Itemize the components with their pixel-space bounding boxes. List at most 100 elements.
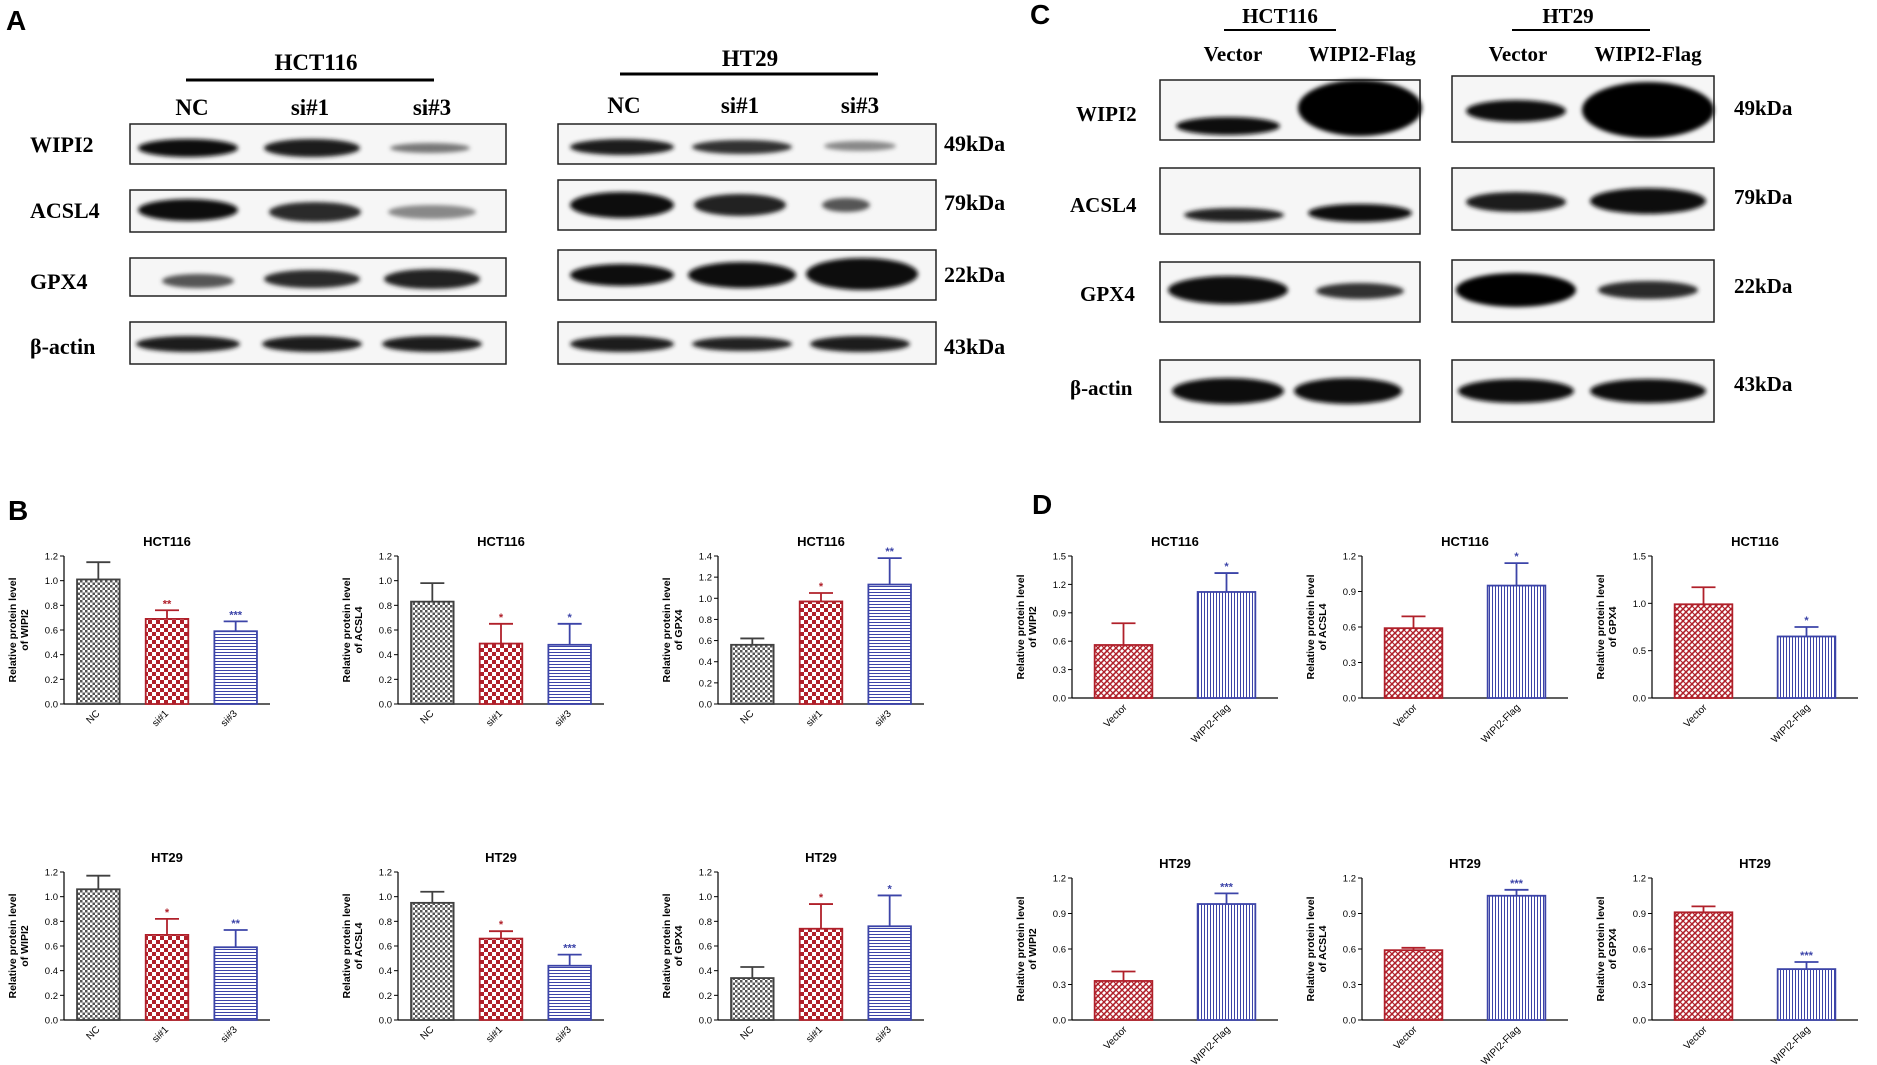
x-tick-label: si#1 bbox=[150, 1024, 171, 1045]
y-axis-label: Relative protein levelof WIPI2 bbox=[1015, 896, 1039, 1001]
y-tick-label: 0.2 bbox=[699, 678, 712, 689]
y-tick-label: 0.5 bbox=[1633, 646, 1646, 657]
bar-chart: HCT116 Relative protein levelof GPX4 0.0 0.… bbox=[1595, 534, 1858, 745]
y-axis-label: Relative protein levelof ACSL4 bbox=[341, 577, 365, 682]
bar-chart: HT29 Relative protein levelof WIPI2 0.0 0.3… bbox=[1015, 856, 1278, 1065]
significance-label: * bbox=[1224, 561, 1229, 573]
bar-chart: HCT116 Relative protein levelof WIPI2 0.0 0… bbox=[1015, 534, 1278, 745]
x-tick-label: Vector bbox=[1102, 702, 1130, 730]
x-tick-label: WIPI2-Flag bbox=[1769, 1024, 1812, 1065]
bar-chart: HT29 Relative protein levelof ACSL4 0.0 0.2… bbox=[341, 850, 604, 1045]
y-tick-label: 0.8 bbox=[699, 615, 712, 626]
bar bbox=[213, 946, 258, 1021]
y-tick-label: 0.2 bbox=[45, 991, 58, 1002]
bar bbox=[410, 901, 455, 1021]
y-tick-label: 1.2 bbox=[45, 552, 58, 563]
y-tick-label: 0.4 bbox=[379, 650, 392, 661]
y-tick-label: 0.6 bbox=[699, 942, 712, 953]
x-tick-label: NC bbox=[84, 1024, 102, 1042]
blot-a-protein-label: GPX4 bbox=[30, 269, 87, 294]
panel-letter-d: D bbox=[1032, 489, 1052, 520]
y-tick-label: 0.2 bbox=[379, 675, 392, 686]
y-tick-label: 0.4 bbox=[379, 966, 392, 977]
significance-label: * bbox=[499, 919, 504, 931]
y-tick-label: 1.4 bbox=[699, 552, 712, 563]
significance-label: *** bbox=[1800, 950, 1814, 962]
significance-label: ** bbox=[231, 918, 240, 930]
y-tick-label: 0.0 bbox=[699, 1016, 712, 1027]
x-tick-label: Vector bbox=[1102, 1024, 1130, 1052]
bar bbox=[1673, 911, 1734, 1021]
bar bbox=[730, 643, 775, 705]
y-tick-label: 0.6 bbox=[45, 942, 58, 953]
chart-title: HCT116 bbox=[143, 534, 191, 549]
blot-a-lane-label: NC bbox=[607, 93, 640, 118]
y-tick-label: 0.4 bbox=[45, 650, 58, 661]
y-tick-label: 0.0 bbox=[379, 1016, 392, 1027]
y-tick-label: 0.6 bbox=[379, 626, 392, 637]
bar bbox=[410, 600, 455, 705]
chart-title: HCT116 bbox=[1151, 534, 1199, 549]
bar bbox=[798, 600, 844, 705]
x-tick-label: WIPI2-Flag bbox=[1189, 702, 1232, 745]
y-axis-label: Relative protein levelof GPX4 bbox=[661, 577, 685, 682]
y-tick-label: 0.3 bbox=[1053, 980, 1066, 991]
y-tick-label: 0.3 bbox=[1633, 980, 1646, 991]
y-tick-label: 1.0 bbox=[45, 576, 58, 587]
y-tick-label: 0.6 bbox=[1053, 945, 1066, 956]
y-tick-label: 1.0 bbox=[379, 892, 392, 903]
x-tick-label: si#1 bbox=[804, 1024, 825, 1045]
y-tick-label: 0.9 bbox=[1633, 909, 1646, 920]
x-tick-label: si#3 bbox=[873, 708, 894, 729]
x-tick-label: Vector bbox=[1682, 1024, 1710, 1052]
bar-chart: HCT116 Relative protein levelof ACSL4 0.0 0… bbox=[1305, 534, 1568, 745]
blot-a-lane-label: si#3 bbox=[841, 93, 879, 118]
y-tick-label: 0.8 bbox=[45, 601, 58, 612]
y-tick-label: 1.2 bbox=[699, 573, 712, 584]
x-tick-label: Vector bbox=[1392, 1024, 1420, 1052]
y-tick-label: 0.2 bbox=[379, 991, 392, 1002]
x-tick-label: si#3 bbox=[873, 1024, 894, 1045]
x-tick-label: WIPI2-Flag bbox=[1769, 702, 1812, 745]
panel-letter-c: C bbox=[1030, 0, 1050, 30]
bar bbox=[547, 643, 592, 705]
significance-label: * bbox=[499, 612, 504, 624]
x-tick-label: si#1 bbox=[150, 708, 171, 729]
y-tick-label: 1.0 bbox=[45, 892, 58, 903]
y-tick-label: 1.0 bbox=[699, 594, 712, 605]
chart-title: HCT116 bbox=[477, 534, 525, 549]
blot-c-protein-label: WIPI2 bbox=[1076, 102, 1137, 126]
y-tick-label: 1.2 bbox=[45, 868, 58, 879]
y-tick-label: 0.6 bbox=[699, 636, 712, 647]
chart-title: HT29 bbox=[1739, 856, 1771, 871]
blot-panel-a: HCT116 HT29 NC si#1 si#3 NC si#1 si#3 WI… bbox=[30, 46, 1005, 365]
y-tick-label: 0.0 bbox=[45, 1016, 58, 1027]
x-tick-label: WIPI2-Flag bbox=[1479, 702, 1522, 745]
blot-c-protein-label: ACSL4 bbox=[1070, 193, 1137, 217]
blot-c-lane-label: WIPI2-Flag bbox=[1308, 42, 1416, 66]
significance-label: * bbox=[165, 907, 170, 919]
bar-chart: HCT116 Relative protein levelof GPX4 0.0 0.… bbox=[661, 534, 924, 729]
x-tick-label: Vector bbox=[1682, 702, 1710, 730]
bar bbox=[144, 618, 190, 705]
bar bbox=[1776, 968, 1837, 1021]
chart-title: HT29 bbox=[151, 850, 183, 865]
chart-title: HCT116 bbox=[1441, 534, 1489, 549]
blot-a-lane-label: si#1 bbox=[721, 93, 759, 118]
blot-a-ht29-bands bbox=[557, 123, 937, 365]
blot-a-size-label: 49kDa bbox=[944, 131, 1005, 156]
significance-label: *** bbox=[1220, 881, 1234, 893]
blot-a-lane-label: si#1 bbox=[291, 95, 329, 120]
significance-label: * bbox=[1514, 551, 1519, 563]
x-tick-label: si#1 bbox=[484, 708, 505, 729]
significance-label: * bbox=[1804, 615, 1809, 627]
y-tick-label: 1.5 bbox=[1053, 552, 1066, 563]
y-tick-label: 0.6 bbox=[1343, 623, 1356, 634]
y-tick-label: 0.6 bbox=[1053, 637, 1066, 648]
y-tick-label: 0.6 bbox=[1633, 945, 1646, 956]
bar-chart: HCT116 Relative protein levelof ACSL4 0.0 0… bbox=[341, 534, 604, 729]
y-tick-label: 0.0 bbox=[1633, 694, 1646, 705]
y-tick-label: 0.0 bbox=[1053, 694, 1066, 705]
blot-c-size-label: 79kDa bbox=[1734, 185, 1793, 209]
blot-a-hct116-bands bbox=[129, 123, 507, 365]
